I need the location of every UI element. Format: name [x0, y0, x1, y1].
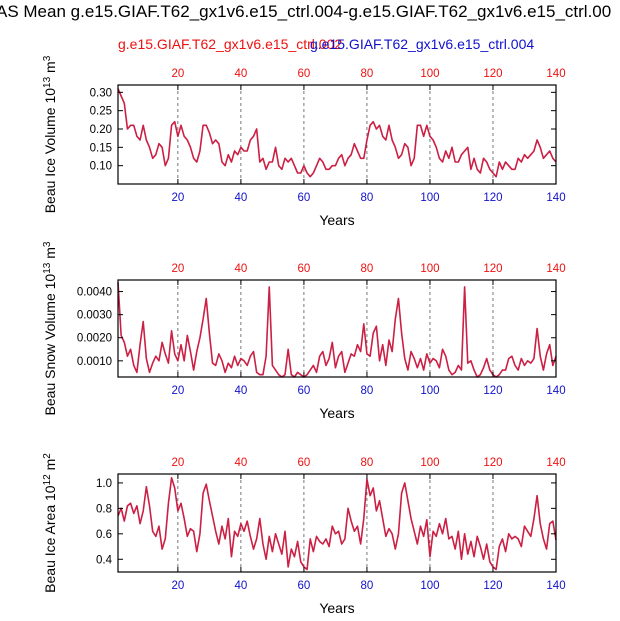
x-tick-label-top: 100 [420, 457, 439, 469]
y-axis-label-part: Beau Ice Area 10 [42, 485, 58, 593]
x-tick-label-bottom: 60 [298, 385, 311, 397]
x-tick-label-top: 60 [298, 457, 311, 469]
x-tick-label-bottom: 20 [171, 580, 184, 592]
y-tick-label: 0.8 [96, 503, 112, 515]
y-tick-label: 0.30 [90, 87, 112, 99]
x-tick-label-top: 100 [420, 263, 439, 275]
x-tick-label-bottom: 60 [298, 192, 311, 204]
x-tick-label-bottom: 80 [361, 192, 374, 204]
y-axis-label: Beau Ice Area 1012 m2 [42, 453, 58, 593]
y-axis-label: Beau Ice Volume 1013 m3 [42, 55, 58, 213]
series-line-difference [117, 88, 557, 178]
y-tick-label: 0.0020 [77, 333, 112, 345]
x-tick-label-bottom: 120 [483, 385, 502, 397]
x-tick-label-top: 80 [361, 68, 374, 80]
x-tick-label-top: 40 [234, 68, 247, 80]
x-tick-label-bottom: 140 [546, 580, 565, 592]
panel-ice-area: 0.4 0.6 0.8 1.0 20 20 40 40 60 60 80 80 100 100 120 120… [42, 453, 566, 616]
plot-frame [117, 473, 557, 573]
y-axis-label-exponent: 12 [42, 474, 53, 486]
x-tick-label-top: 60 [298, 68, 311, 80]
x-tick-label-bottom: 140 [546, 192, 565, 204]
y-tick-label: 1.0 [96, 478, 112, 490]
x-tick-label-top: 20 [171, 457, 184, 469]
x-tick-label-top: 80 [361, 263, 374, 275]
y-tick-label: 0.20 [90, 124, 112, 136]
y-axis-label-part: Beau Ice Volume 10 [42, 88, 58, 214]
x-tick-label-bottom: 100 [420, 192, 439, 204]
y-tick-label: 0.0030 [77, 310, 112, 322]
series-line-difference [117, 477, 557, 571]
x-tick-label-top: 20 [171, 68, 184, 80]
y-tick-label: 0.0010 [77, 356, 112, 368]
x-tick-label-bottom: 40 [234, 192, 247, 204]
plot-frame [117, 84, 557, 185]
x-tick-label-bottom: 20 [171, 385, 184, 397]
y-tick-label: 0.4 [96, 554, 113, 566]
x-tick-label-bottom: 80 [361, 385, 374, 397]
x-tick-label-top: 120 [483, 263, 502, 275]
x-tick-label-bottom: 40 [234, 580, 247, 592]
x-tick-label-bottom: 100 [420, 385, 439, 397]
y-tick-label: 0.10 [90, 161, 112, 173]
x-tick-label-top: 120 [483, 457, 502, 469]
y-axis-label-part: m [42, 459, 58, 475]
y-tick-label: 0.0040 [77, 287, 112, 299]
y-tick-label: 0.6 [96, 529, 112, 541]
case-label-blue: g.e15.GIAF.T62_gx1v6.e15_ctrl.004 [310, 36, 535, 52]
x-tick-label-bottom: 120 [483, 580, 502, 592]
y-axis-label-exponent: 3 [42, 241, 53, 247]
y-axis-label: Beau Snow Volume 1013 m3 [42, 241, 58, 415]
x-axis-label: Years [319, 600, 354, 616]
case-label-red: g.e15.GIAF.T62_gx1v6.e15_ctrl.002 [118, 36, 343, 52]
x-tick-label-bottom: 60 [298, 580, 311, 592]
y-tick-label: 0.25 [90, 106, 112, 118]
panel-snow-volume: 0.0010 0.0020 0.0030 0.0040 20 20 40 40 60 60 80 80… [42, 241, 566, 421]
series-line-difference [117, 282, 557, 378]
y-axis-label-exponent: 13 [42, 262, 53, 274]
x-axis-label: Years [319, 212, 354, 228]
y-tick-label: 0.15 [90, 142, 112, 154]
x-tick-label-top: 140 [546, 457, 565, 469]
x-tick-label-top: 140 [546, 68, 565, 80]
x-axis-label: Years [319, 405, 354, 421]
x-tick-label-top: 40 [234, 457, 247, 469]
y-axis-label-part: m [42, 247, 58, 263]
x-tick-label-bottom: 80 [361, 580, 374, 592]
y-axis-label-part: Beau Snow Volume 10 [42, 274, 58, 416]
y-axis-label-exponent: 13 [42, 76, 53, 88]
x-tick-label-bottom: 40 [234, 385, 247, 397]
x-tick-label-top: 80 [361, 457, 374, 469]
y-axis-label-exponent: 3 [42, 55, 53, 61]
y-axis-label-part: m [42, 61, 58, 77]
panel-ice-volume: 0.10 0.15 0.20 0.25 0.30 20 20 40 40 60 60 80 80 100 1… [42, 55, 566, 228]
x-tick-label-top: 120 [483, 68, 502, 80]
x-tick-label-top: 20 [171, 263, 184, 275]
x-tick-label-bottom: 20 [171, 192, 184, 204]
x-tick-label-bottom: 100 [420, 580, 439, 592]
x-tick-label-bottom: 120 [483, 192, 502, 204]
x-tick-label-bottom: 140 [546, 385, 565, 397]
chart-title: AS Mean g.e15.GIAF.T62_gx1v6.e15_ctrl.00… [0, 2, 612, 21]
x-tick-label-top: 140 [546, 263, 565, 275]
y-axis-label-exponent: 2 [42, 453, 53, 459]
x-tick-label-top: 40 [234, 263, 247, 275]
x-tick-label-top: 60 [298, 263, 311, 275]
plot-frame [117, 279, 557, 378]
x-tick-label-top: 100 [420, 68, 439, 80]
